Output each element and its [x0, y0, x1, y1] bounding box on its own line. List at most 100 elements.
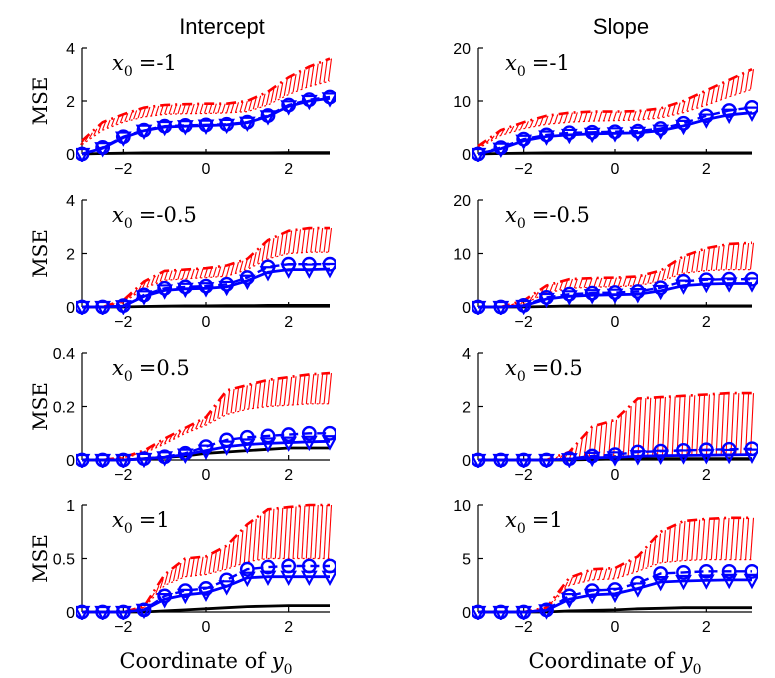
red-band-hatch — [288, 506, 293, 559]
red-band-hatch — [666, 527, 671, 563]
red-band-hatch — [296, 229, 302, 253]
red-band-hatch — [292, 229, 297, 254]
triangle-marker — [560, 290, 578, 306]
x-axis-labels: Coordinate of y0 Coordinate of y0 — [119, 649, 701, 678]
triangle-marker — [652, 575, 670, 592]
red-band-hatch — [725, 393, 730, 455]
red-band-hatch — [603, 277, 608, 288]
red-band-hatch — [177, 269, 182, 280]
red-band-hatch — [283, 377, 288, 406]
red-band-edge — [82, 251, 330, 308]
x-tick-label: 0 — [202, 619, 211, 636]
red-band-hatch — [666, 105, 671, 117]
triangle-marker — [492, 605, 510, 620]
triangle-marker — [238, 116, 256, 133]
red-band-hatch — [568, 576, 573, 586]
red-band-hatch — [190, 557, 195, 577]
red-band-hatch — [622, 562, 627, 576]
black-solid-series — [81, 151, 330, 156]
red-band-hatch — [666, 265, 671, 279]
red-band-hatch — [578, 573, 583, 583]
panel-label-value: =-0.5 — [532, 203, 590, 227]
triangle-marker — [94, 453, 112, 468]
red-band-hatch — [598, 424, 603, 458]
triangle-marker — [652, 284, 670, 301]
red-band-hatch — [642, 274, 647, 285]
triangle-marker — [675, 119, 692, 136]
y-tick-label: 0.4 — [53, 346, 75, 363]
red-band-hatch — [239, 260, 244, 272]
red-band-hatch — [208, 103, 213, 114]
red-band-hatch — [239, 386, 244, 411]
red-band-hatch — [159, 105, 164, 115]
red-band-hatch — [696, 519, 701, 560]
red-band-hatch — [181, 269, 186, 280]
x-tick-label: 0 — [202, 314, 211, 331]
red-band-hatch — [314, 504, 319, 559]
x-tick-label: 2 — [702, 467, 711, 484]
red-band-hatch — [612, 419, 618, 457]
red-band-hatch — [257, 381, 262, 408]
red-band-hatch — [593, 277, 598, 288]
red-band-hatch — [647, 273, 652, 284]
triangle-marker — [583, 127, 601, 144]
red-band-hatch — [199, 268, 204, 279]
x-tick-label: 0 — [202, 467, 211, 484]
red-band-hatch — [195, 421, 200, 429]
red-band-hatch — [310, 228, 315, 253]
red-band-hatch — [573, 278, 578, 289]
triangle-marker — [135, 603, 153, 620]
red-band-hatch — [534, 118, 539, 127]
red-band-hatch — [520, 122, 525, 130]
red-band-hatch — [588, 569, 593, 581]
x-axis-label-text: Coordinate of — [528, 649, 680, 673]
x-tick-label: −2 — [515, 314, 533, 331]
triangle-marker — [697, 574, 715, 590]
triangle-marker — [697, 277, 715, 294]
red-band-hatch — [270, 379, 275, 407]
red-band-hatch — [274, 236, 279, 257]
plot-area — [472, 516, 758, 620]
red-band-hatch — [632, 110, 637, 121]
panel-label-value: =-1 — [139, 51, 177, 75]
blue-triangle-series — [477, 111, 753, 156]
red-band-hatch — [314, 373, 319, 404]
panel-label-var: x — [505, 508, 517, 532]
x-tick-label: 2 — [702, 619, 711, 636]
blue-triangle-series — [478, 282, 752, 309]
circle-marker — [744, 563, 758, 579]
red-band-hatch — [715, 84, 720, 102]
red-band-hatch — [598, 568, 603, 580]
panel-label-sub: 0 — [517, 521, 526, 537]
triangle-marker — [697, 449, 715, 465]
red-band-hatch — [319, 228, 324, 253]
red-band-hatch — [578, 111, 583, 122]
red-band-hatch — [554, 114, 559, 124]
red-band-hatch — [292, 376, 297, 405]
x-tick-label: 0 — [611, 314, 620, 331]
triangle-marker — [472, 453, 487, 468]
triangle-marker — [560, 128, 578, 145]
red-band-hatch — [676, 259, 681, 276]
triangle-marker — [652, 124, 670, 140]
triangle-marker — [218, 580, 236, 596]
red-band-hatch — [539, 117, 544, 126]
triangle-marker — [76, 605, 91, 620]
red-band-hatch — [239, 530, 244, 564]
panel-label: x0 =-0.5 — [112, 203, 197, 232]
red-band-hatch — [730, 517, 735, 560]
red-band-hatch — [735, 393, 740, 455]
red-band-hatch — [622, 276, 627, 287]
triangle-marker — [94, 300, 112, 315]
x-tick-label: −2 — [114, 161, 132, 178]
red-band-hatch — [195, 268, 200, 279]
red-band-series — [478, 242, 755, 308]
triangle-marker — [300, 94, 318, 111]
red-band-hatch — [261, 380, 266, 408]
red-band-hatch — [261, 244, 266, 262]
panel-label: x0 =0.5 — [112, 356, 190, 385]
x-tick-label: 2 — [284, 619, 293, 636]
y-tick-label: 2 — [66, 247, 75, 264]
